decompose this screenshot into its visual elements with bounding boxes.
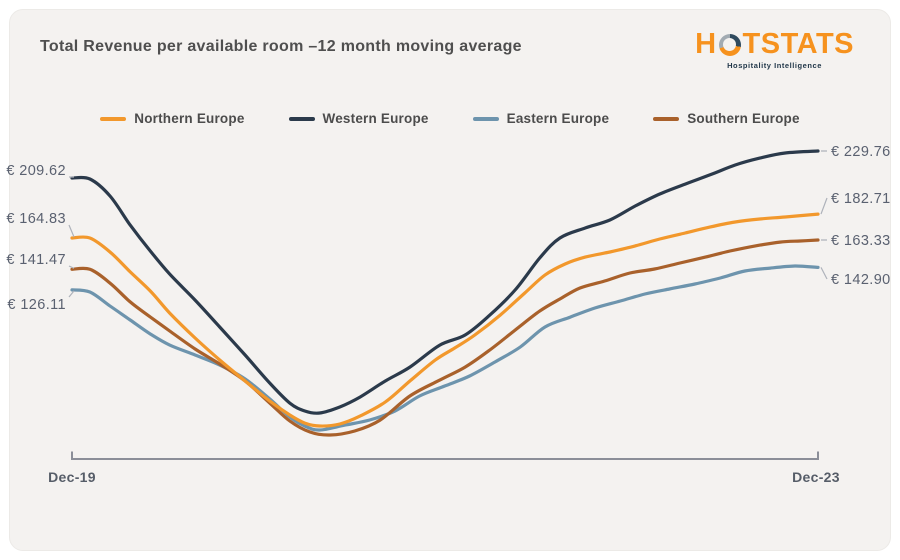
- series-line-western-europe: [70, 149, 820, 415]
- logo-tagline: Hospitality Intelligence: [727, 61, 822, 70]
- legend: Northern Europe Western Europe Eastern Eur…: [0, 111, 900, 126]
- series-end-value-label-eastern-europe: € 142.90: [831, 272, 891, 288]
- hotstats-wordmark: H TSTATS: [695, 30, 854, 59]
- series-start-value-label-eastern-europe: € 126.11: [7, 297, 66, 313]
- left-label-leader-line: [68, 290, 75, 298]
- legend-swatch-icon: [288, 116, 315, 121]
- legend-item-eastern-europe: Eastern Europe: [472, 111, 610, 126]
- series-start-value-label-southern-europe: € 141.47: [6, 252, 66, 268]
- series-start-value-label-western-europe: € 209.62: [6, 163, 66, 179]
- series-line-northern-europe: [70, 212, 820, 428]
- legend-swatch-icon: [653, 116, 680, 121]
- legend-item-southern-europe: Southern Europe: [653, 111, 800, 126]
- series-start-value-label-northern-europe: € 164.83: [6, 211, 66, 227]
- legend-label: Western Europe: [322, 111, 429, 126]
- x-axis-start-label: Dec-19: [48, 469, 96, 485]
- x-axis-end-label: Dec-23: [792, 469, 840, 485]
- hotstats-logo: H TSTATS Hospitality Intelligence: [695, 30, 854, 71]
- legend-item-western-europe: Western Europe: [288, 111, 429, 126]
- legend-label: Northern Europe: [134, 111, 245, 126]
- left-label-leader-line: [68, 265, 75, 269]
- legend-label: Southern Europe: [687, 111, 800, 126]
- right-label-leader-line: [820, 267, 828, 280]
- legend-swatch-icon: [100, 116, 127, 121]
- legend-label: Eastern Europe: [506, 111, 610, 126]
- series-end-value-label-western-europe: € 229.76: [831, 144, 891, 160]
- series-end-value-label-southern-europe: € 163.33: [831, 233, 891, 249]
- legend-item-northern-europe: Northern Europe: [100, 111, 244, 126]
- logo-letters-tstats: TSTATS: [742, 28, 854, 60]
- series-line-southern-europe: [70, 238, 820, 437]
- chart-title: Total Revenue per available room –12 mon…: [40, 38, 522, 55]
- logo-letter-h: H: [695, 28, 717, 60]
- right-label-leader-line: [820, 197, 828, 215]
- chart-card: [9, 9, 891, 551]
- series-line-eastern-europe: [70, 264, 820, 432]
- logo-ring-icon: [718, 33, 741, 56]
- x-axis-line: [71, 451, 819, 460]
- left-label-leader-line: [68, 224, 75, 238]
- series-end-value-label-northern-europe: € 182.71: [831, 191, 891, 207]
- legend-swatch-icon: [472, 116, 499, 121]
